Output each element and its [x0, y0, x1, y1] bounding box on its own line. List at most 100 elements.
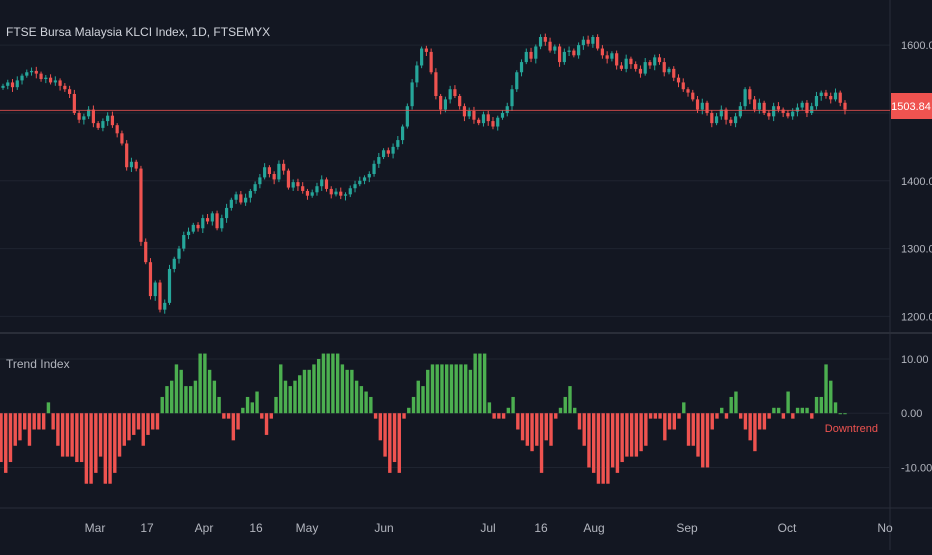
candle-body	[96, 123, 100, 128]
candle	[367, 171, 371, 183]
trend-bar	[824, 364, 828, 414]
candle-body	[795, 107, 800, 112]
candle-body	[615, 53, 619, 66]
trend-bar	[350, 369, 354, 414]
candle	[448, 85, 452, 104]
trend-bar	[772, 407, 776, 414]
candle	[125, 140, 129, 171]
candle-body	[695, 99, 700, 110]
candle	[15, 76, 19, 90]
trend-bar	[710, 413, 714, 430]
trend-bar	[440, 364, 444, 414]
trend-bar	[217, 396, 221, 414]
trend-bar	[46, 402, 51, 414]
candle-body	[705, 102, 709, 113]
trend-bar	[312, 364, 316, 414]
time-tick-label: May	[296, 521, 319, 535]
candle-body	[6, 82, 10, 86]
candle	[519, 59, 524, 77]
trend-bar	[354, 380, 359, 414]
candle-body	[196, 224, 200, 229]
trend-bar	[563, 396, 567, 414]
candle	[691, 89, 695, 102]
candle-body	[87, 109, 91, 117]
candle	[415, 61, 419, 88]
candle-body	[110, 115, 115, 126]
trend-bar	[459, 364, 463, 414]
trend-bar	[757, 413, 762, 430]
candle	[282, 159, 286, 175]
candle	[462, 103, 467, 122]
trend-bar	[75, 413, 79, 463]
candle	[172, 256, 176, 273]
last-price-badge: 1503.84	[891, 93, 932, 119]
candle-body	[557, 46, 562, 63]
trend-bar	[667, 413, 672, 430]
candle	[320, 175, 324, 191]
candle	[34, 66, 38, 79]
candle-body	[343, 194, 348, 196]
trend-bar	[426, 369, 430, 414]
candle	[263, 163, 267, 180]
trend-bar	[577, 413, 582, 430]
candle	[477, 117, 481, 126]
candle-body	[577, 45, 581, 56]
trend-bar	[724, 413, 729, 419]
candle-body	[510, 89, 514, 107]
trend-bar	[331, 353, 335, 414]
trend-bar	[388, 413, 392, 473]
candle-body	[72, 93, 76, 113]
candle	[339, 187, 343, 200]
candle	[500, 110, 505, 120]
trend-bar	[648, 413, 653, 419]
candle-body	[148, 262, 153, 297]
candle	[767, 110, 771, 120]
candle-body	[486, 114, 490, 122]
candle-body	[619, 65, 624, 69]
candle	[77, 110, 81, 124]
candle-body	[819, 92, 823, 96]
trend-bar	[791, 413, 795, 419]
candle	[386, 147, 390, 158]
candle	[757, 98, 761, 114]
candle	[163, 299, 167, 314]
candle	[215, 210, 219, 231]
candle-body	[334, 191, 338, 195]
candle-body	[724, 109, 728, 120]
candle-body	[610, 53, 614, 59]
trend-bar	[629, 413, 634, 457]
candle-body	[481, 114, 486, 124]
candle-body	[158, 282, 162, 310]
trend-bar	[245, 396, 250, 414]
candle-body	[291, 182, 295, 188]
candle-body	[277, 163, 281, 180]
candle-body	[814, 96, 819, 107]
trend-bar	[0, 413, 3, 463]
candle	[838, 90, 842, 107]
candle	[467, 107, 471, 120]
candle	[301, 182, 305, 194]
candle-body	[824, 92, 828, 96]
candle	[676, 74, 681, 88]
trend-bar	[554, 413, 558, 419]
candle-body	[629, 58, 633, 65]
trend-bar	[516, 413, 520, 430]
candle	[258, 174, 262, 189]
trend-bar	[98, 413, 103, 457]
candle	[305, 188, 310, 200]
candle-body	[358, 180, 362, 185]
candle-body	[700, 102, 704, 110]
trend-bar	[283, 380, 288, 414]
trend-bar	[573, 407, 577, 414]
candle	[291, 179, 295, 191]
candle	[115, 123, 119, 138]
trend-bar	[748, 413, 752, 441]
trend-bar	[810, 413, 814, 419]
candle-body	[324, 179, 329, 189]
candle	[653, 54, 657, 71]
trend-bar	[27, 413, 32, 446]
candle	[410, 79, 414, 110]
trend-bar	[264, 413, 269, 435]
candle	[810, 102, 814, 115]
trend-bar	[402, 413, 406, 419]
